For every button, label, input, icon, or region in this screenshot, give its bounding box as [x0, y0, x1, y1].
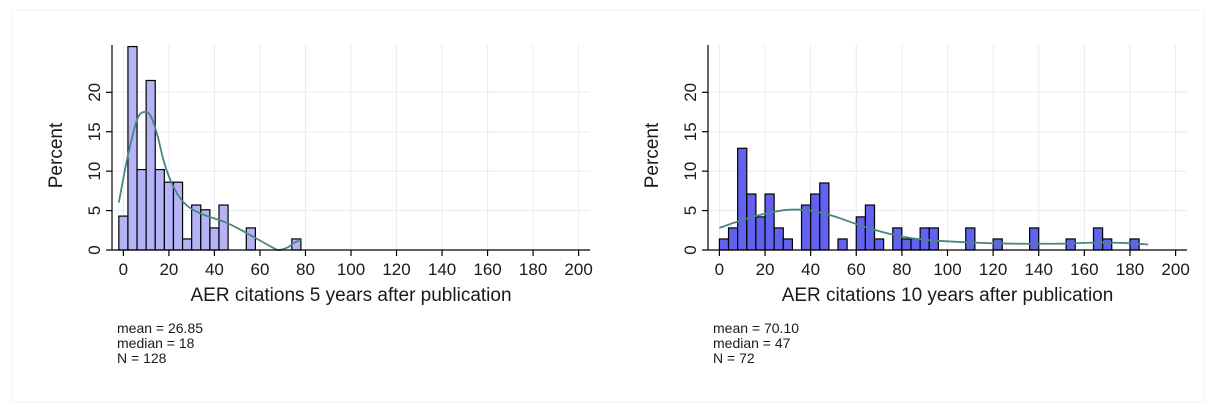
- histogram-bar: [718, 238, 730, 251]
- histogram-bar: [145, 79, 156, 251]
- histogram-bar: [773, 227, 784, 251]
- y-tick-label: 20: [681, 83, 700, 102]
- histogram-bar: [810, 193, 821, 251]
- x-tick-label: 140: [1025, 260, 1053, 279]
- y-tick-label: 15: [85, 122, 104, 141]
- x-tick-label: 100: [933, 260, 961, 279]
- stats-note: mean = 70.10: [713, 320, 799, 336]
- histogram-panel-2: 0 20 40 60 80 100 120 140 160 180 200 0 5 10 15 20 AER c…: [642, 45, 1190, 366]
- histogram-bar: [901, 238, 912, 251]
- x-tick-label: 160: [473, 260, 501, 279]
- histogram-bar: [1102, 238, 1113, 251]
- x-tick-label: 100: [337, 260, 365, 279]
- histogram-bar: [837, 238, 848, 251]
- figure-background: [11, 9, 1205, 403]
- histogram-bar: [154, 168, 165, 251]
- y-tick-label: 5: [681, 206, 700, 215]
- x-tick-label: 40: [205, 260, 224, 279]
- histogram-bar: [928, 227, 939, 251]
- y-axis-title: Percent: [642, 122, 663, 188]
- histogram-bar: [800, 204, 812, 251]
- y-tick-label: 5: [85, 206, 104, 215]
- x-tick-label: 80: [892, 260, 911, 279]
- histogram-bar: [172, 181, 184, 251]
- stats-note: median = 47: [713, 335, 791, 351]
- x-tick-label: 60: [250, 260, 269, 279]
- histogram-bar: [855, 216, 866, 251]
- histogram-bar: [163, 181, 175, 251]
- histogram-bar: [1029, 227, 1040, 251]
- histogram-bar: [755, 216, 766, 251]
- x-tick-label: 80: [296, 260, 315, 279]
- histogram-bar: [1065, 238, 1076, 251]
- x-tick-label: 0: [715, 260, 724, 279]
- y-tick-label: 0: [85, 245, 104, 254]
- x-tick-label: 120: [382, 260, 410, 279]
- histogram-bar: [209, 227, 220, 251]
- histogram-bar: [892, 227, 903, 251]
- x-tick-label: 180: [1116, 260, 1144, 279]
- x-tick-label: 20: [756, 260, 775, 279]
- x-tick-label: 60: [847, 260, 866, 279]
- y-tick-label: 0: [681, 245, 700, 254]
- y-tick-label: 20: [85, 83, 104, 102]
- histogram-bar: [727, 227, 739, 251]
- x-tick-label: 160: [1070, 260, 1098, 279]
- stats-note: N = 128: [117, 350, 167, 366]
- stats-note: mean = 26.85: [117, 320, 203, 336]
- histogram-bar: [1092, 227, 1104, 251]
- histogram-bar: [181, 238, 193, 251]
- histogram-bar: [965, 227, 976, 251]
- histogram-bar: [992, 238, 1003, 251]
- density-curve: [719, 208, 1149, 246]
- histogram-bar: [910, 238, 921, 251]
- y-axis-title: Percent: [46, 122, 67, 188]
- x-tick-label: 180: [519, 260, 547, 279]
- y-tick-label: 15: [681, 122, 700, 141]
- x-tick-label: 120: [979, 260, 1007, 279]
- histogram-bar: [819, 182, 830, 251]
- x-tick-label: 20: [159, 260, 178, 279]
- x-tick-label: 200: [1161, 260, 1189, 279]
- x-tick-label: 0: [119, 260, 128, 279]
- histogram-bar: [746, 193, 757, 251]
- histogram-bar: [136, 168, 147, 251]
- histogram-bar: [873, 238, 885, 251]
- histogram-bar: [782, 238, 793, 251]
- stats-note: median = 18: [117, 335, 195, 351]
- x-tick-label: 140: [428, 260, 456, 279]
- histogram-bar: [245, 227, 257, 251]
- x-tick-label: 200: [564, 260, 592, 279]
- x-axis-title: AER citations 5 years after publication: [190, 285, 511, 306]
- histogram-bar: [118, 215, 129, 251]
- histogram-panel-1: 0 20 40 60 80 100 120 140 160 180 200 0 5 10 15 20 AER c…: [46, 45, 593, 366]
- histogram-bar: [737, 147, 748, 251]
- y-tick-label: 10: [85, 162, 104, 181]
- x-tick-label: 40: [801, 260, 820, 279]
- y-tick-label: 10: [681, 162, 700, 181]
- x-axis-title: AER citations 10 years after publication: [782, 285, 1114, 306]
- histogram-bar: [218, 204, 229, 251]
- histogram-bar: [764, 193, 775, 251]
- stats-note: N = 72: [713, 350, 755, 366]
